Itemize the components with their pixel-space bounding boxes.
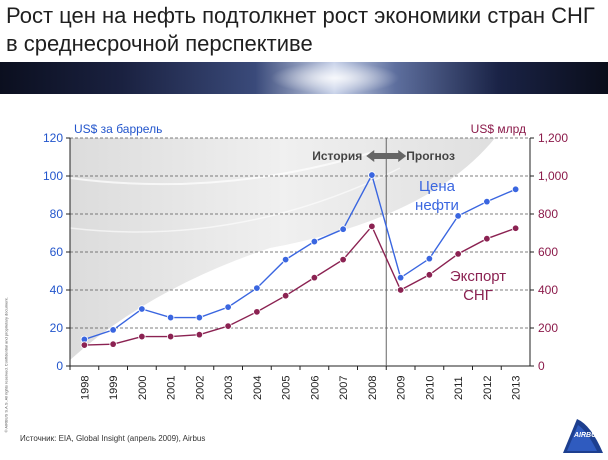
oil-price-point [138, 305, 146, 313]
x-tick-label: 2007 [338, 376, 350, 400]
cis-export-point [511, 224, 520, 232]
x-tick-label: 2005 [281, 376, 293, 400]
oil-price-point [483, 197, 491, 206]
background-curve [69, 167, 401, 233]
left-tick-label: 120 [43, 131, 63, 145]
cis-export-point [483, 234, 491, 243]
cis-export-point [339, 255, 347, 264]
x-tick-label: 2000 [137, 376, 149, 400]
cis-export-point [195, 330, 204, 339]
oil-price-export-chart: 0 20 40 60 80 100 120 0 200 400 600 800 1,000 1,200 19… [43, 122, 568, 400]
cis-export-point [425, 271, 434, 279]
x-tick-label: 2009 [396, 376, 408, 400]
x-tick-label: 2008 [367, 376, 379, 400]
cis-export-point [138, 332, 146, 341]
x-tick-label: 2004 [252, 376, 264, 400]
left-tick-label: 100 [43, 169, 63, 183]
left-tick-label: 20 [50, 321, 64, 335]
right-tick-label: 800 [538, 207, 558, 221]
x-tick-label: 2010 [424, 376, 436, 400]
cis-export-series-label: Экспорт СНГ [450, 268, 506, 304]
right-tick-label: 0 [538, 359, 545, 373]
x-tick-label: 1999 [108, 376, 120, 400]
x-tick-label: 2001 [166, 376, 178, 400]
x-tick-label: 2012 [482, 376, 494, 400]
chart-labels: US$ за баррель US$ млрд История Прогноз Цена… [74, 122, 526, 304]
x-tick-label: 1998 [79, 376, 91, 400]
cis-export-point [224, 322, 232, 330]
x-tick-label: 2003 [223, 376, 235, 400]
series-layer [80, 171, 520, 349]
slide-title: Рост цен на нефть подтолкнет рост эконом… [6, 3, 595, 56]
cis-export-point [253, 308, 261, 316]
right-tick-label: 400 [538, 283, 558, 297]
right-tick-label: 1,000 [538, 169, 568, 183]
oil-price-point [195, 313, 204, 322]
oil-price-point [224, 303, 232, 311]
left-tick-label: 0 [56, 359, 63, 373]
x-tick-label: 2013 [511, 376, 523, 400]
cis-export-point [368, 222, 376, 231]
cis-export-point [396, 286, 405, 294]
right-axis-title: US$ млрд [471, 122, 526, 136]
double-arrow-icon [366, 150, 407, 162]
cis-export-point [80, 341, 89, 349]
oil-price-series-label: Цена нефти [415, 178, 459, 214]
oil-price-point [368, 171, 376, 179]
airbus-logo-icon [563, 419, 603, 453]
oil-price-point [339, 225, 347, 233]
oil-price-point [253, 284, 261, 292]
right-tick-label: 200 [538, 321, 558, 335]
cis-export-point [109, 340, 117, 348]
source-note: Источник: EIA, Global Insight (апрель 20… [20, 434, 206, 443]
oil-price-point [396, 273, 405, 282]
left-tick-label: 80 [50, 207, 64, 221]
left-tick-label: 40 [50, 283, 64, 297]
oil-price-point [425, 254, 434, 263]
right-tick-label: 600 [538, 245, 558, 259]
left-tick-label: 60 [50, 245, 64, 259]
plot-background [69, 138, 495, 360]
oil-price-point [109, 326, 117, 334]
oil-price-point [310, 237, 319, 246]
cis-export-line [84, 225, 516, 346]
background-curve [69, 152, 371, 186]
banner-glow [270, 62, 400, 94]
cis-export-point [166, 332, 175, 341]
cis-export-point [281, 291, 290, 300]
copyright-note: © AIRBUS S.A.S. All rights reserved. Con… [3, 297, 9, 433]
forecast-label: Прогноз [406, 149, 455, 163]
left-axis-title: US$ за баррель [74, 122, 162, 136]
x-tick-label: 2006 [309, 376, 321, 400]
x-tick-label: 2011 [453, 376, 465, 400]
x-tick-label: 2002 [194, 376, 206, 400]
oil-price-point [511, 185, 520, 193]
history-label: История [312, 149, 362, 163]
oil-price-line [84, 173, 516, 341]
cis-export-point [454, 250, 462, 258]
oil-price-point [166, 313, 175, 322]
grid-lines [70, 137, 530, 329]
oil-price-point [454, 212, 462, 220]
cis-export-point [310, 273, 319, 282]
logo-text: AIRBUS [574, 432, 601, 439]
axes: 0 20 40 60 80 100 120 0 200 400 600 800 1,000 1,200 19… [43, 131, 568, 400]
background-swoosh [70, 138, 495, 360]
right-tick-label: 1,200 [538, 131, 568, 145]
oil-price-point [281, 255, 290, 264]
